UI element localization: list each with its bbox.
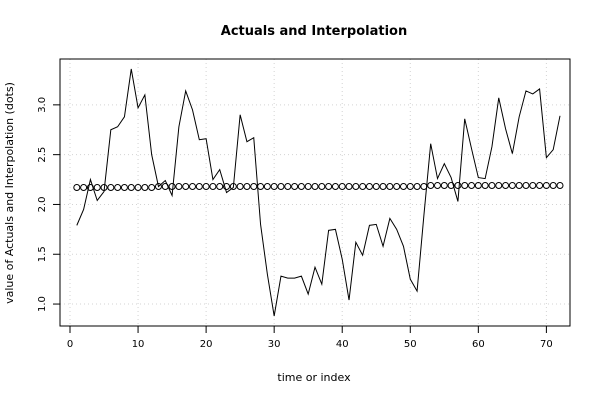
interpolation-point [175,183,183,191]
interpolation-point [148,184,156,192]
interpolation-point [495,182,503,190]
y-axis-label: value of Actuals and Interpolation (dots… [3,82,16,304]
interpolation-point [379,183,387,191]
x-tick-label: 50 [404,339,417,350]
x-tick-label: 70 [540,339,553,350]
interpolation-point [161,183,169,191]
interpolation-point [107,184,115,192]
interpolation-point [502,182,510,190]
interpolation-point [345,183,353,191]
interpolation-point [447,182,455,190]
y-tick-label: 3.0 [37,97,48,113]
interpolation-point [154,183,162,191]
interpolation-point [468,182,476,190]
x-tick-label: 20 [200,339,213,350]
interpolation-point [386,183,394,191]
interpolation-point [413,183,421,191]
interpolation-point [427,182,435,190]
y-tick-label: 1.0 [37,296,48,312]
interpolation-point [284,183,292,191]
interpolation-point [80,184,88,192]
interpolation-point [202,183,210,191]
interpolation-point [250,183,258,191]
interpolation-point [141,184,149,192]
interpolation-points [73,182,564,192]
interpolation-point [536,182,544,190]
interpolation-point [195,183,203,191]
y-tick-label: 2.0 [37,196,48,212]
interpolation-point [359,183,367,191]
interpolation-point [522,182,530,190]
interpolation-point [182,183,190,191]
interpolation-point [73,184,81,192]
interpolation-point [291,183,299,191]
grid [60,59,570,326]
interpolation-point [318,183,326,191]
interpolation-point [372,183,380,191]
x-tick-label: 0 [67,339,73,350]
interpolation-point [542,182,550,190]
interpolation-point [556,182,564,190]
y-axis: 1.0 1.5 2.0 2.5 3.0 [37,97,61,312]
interpolation-point [127,184,135,192]
interpolation-point [263,183,271,191]
interpolation-point [216,183,224,191]
interpolation-point [209,183,217,191]
interpolation-point [365,183,373,191]
y-tick-label: 1.5 [37,246,48,262]
interpolation-point [549,182,557,190]
x-axis: 0 10 20 30 40 50 60 70 [67,325,553,350]
interpolation-point [508,182,516,190]
interpolation-point [120,184,128,192]
interpolation-point [311,183,319,191]
interpolation-point [297,183,305,191]
interpolation-point [304,183,312,191]
interpolation-point [420,183,428,191]
interpolation-point [236,183,244,191]
x-tick-label: 40 [336,339,349,350]
x-tick-label: 60 [472,339,485,350]
interpolation-point [243,183,251,191]
interpolation-point [270,183,278,191]
interpolation-point [454,182,462,190]
interpolation-point [257,183,265,191]
interpolation-point [100,184,108,192]
interpolation-point [325,183,333,191]
interpolation-point [134,184,142,192]
interpolation-point [515,182,523,190]
interpolation-point [352,183,360,191]
interpolation-point [488,182,496,190]
interpolation-point [399,183,407,191]
interpolation-point [277,183,285,191]
interpolation-point [114,184,122,192]
actuals-line [76,68,561,317]
interpolation-point [434,182,441,190]
x-axis-label: time or index [277,371,351,384]
interpolation-point [168,183,176,191]
x-tick-label: 30 [268,339,281,350]
interpolation-point [406,183,414,191]
x-tick-label: 10 [132,339,145,350]
interpolation-point [189,183,196,191]
interpolation-point [223,183,231,191]
interpolation-point [440,182,448,190]
interpolation-point [229,183,237,191]
interpolation-point [529,182,537,190]
interpolation-point [331,183,339,191]
interpolation-point [461,182,469,190]
interpolation-point [93,184,101,192]
interpolation-point [481,182,489,190]
interpolation-point [474,182,482,190]
interpolation-point [393,183,401,191]
plot-frame [59,58,571,327]
interpolation-point [338,183,346,191]
chart-title: Actuals and Interpolation [221,24,407,39]
y-tick-label: 2.5 [37,147,48,163]
interpolation-point [86,184,94,192]
